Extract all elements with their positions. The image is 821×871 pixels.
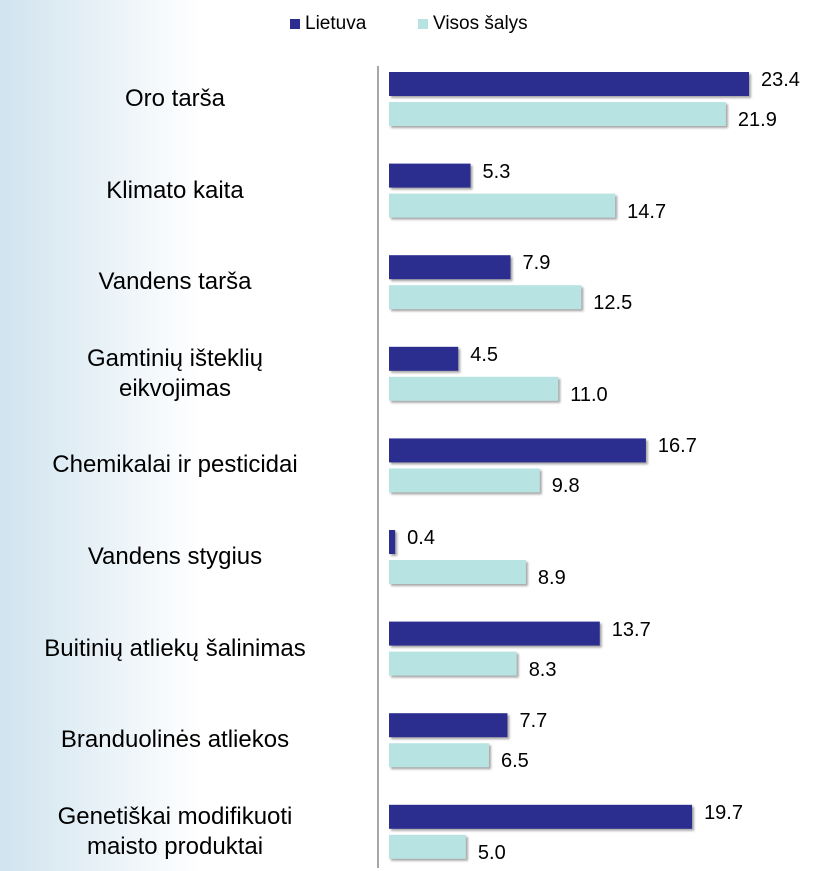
value-label: 9.8 bbox=[547, 475, 584, 498]
value-label: 5.3 bbox=[478, 160, 515, 183]
value-label: 0.4 bbox=[403, 527, 439, 549]
bar bbox=[389, 102, 726, 126]
bar bbox=[389, 834, 466, 859]
category-label: Gamtinių išteklių eikvojimas bbox=[86, 344, 264, 402]
bar bbox=[389, 346, 459, 371]
legend-label: Visos šalys bbox=[433, 13, 528, 34]
background bbox=[0, 0, 200, 871]
value-label: 13.7 bbox=[607, 618, 655, 641]
bar bbox=[389, 560, 526, 584]
bar bbox=[389, 468, 540, 493]
value-label: 16.7 bbox=[653, 435, 701, 458]
bar bbox=[389, 743, 489, 768]
bar bbox=[389, 438, 646, 463]
value-label: 6.5 bbox=[497, 750, 533, 773]
category-label: Vandens tarša bbox=[98, 268, 252, 296]
bar bbox=[389, 376, 559, 401]
bar bbox=[389, 804, 693, 829]
value-label: 19.7 bbox=[700, 801, 747, 824]
legend-swatch bbox=[290, 19, 300, 29]
value-label: 23.4 bbox=[757, 69, 804, 91]
bar bbox=[389, 530, 396, 554]
category-label: Klimato kaita bbox=[106, 176, 244, 204]
value-label: 7.7 bbox=[515, 710, 552, 733]
category-label: Chemikalai ir pesticidai bbox=[52, 451, 298, 479]
legend-item: Lietuva bbox=[290, 13, 366, 35]
value-label: 11.0 bbox=[566, 383, 612, 406]
category-label: Vandens stygius bbox=[87, 543, 263, 570]
legend-label: Lietuva bbox=[305, 13, 367, 34]
value-label: 7.9 bbox=[518, 252, 555, 275]
value-label: 21.9 bbox=[733, 109, 781, 131]
category-label: Buitinių atliekų šalinimas bbox=[44, 634, 306, 662]
bar bbox=[389, 255, 511, 280]
value-label: 12.5 bbox=[589, 292, 637, 315]
value-label: 4.5 bbox=[466, 343, 503, 366]
value-label: 8.3 bbox=[524, 658, 561, 681]
bar bbox=[389, 72, 749, 96]
legend-swatch bbox=[418, 19, 428, 29]
legend-item: Visos šalys bbox=[418, 13, 528, 35]
bar bbox=[389, 285, 582, 310]
value-label: 8.9 bbox=[533, 567, 570, 589]
value-label: 5.0 bbox=[473, 841, 510, 864]
bar bbox=[389, 621, 600, 646]
bar bbox=[389, 651, 517, 676]
category-label: Oro tarša bbox=[124, 85, 226, 112]
category-label: Branduolinės atliekos bbox=[60, 726, 290, 754]
category-label: Genetiškai modifikuoti maisto produktai bbox=[57, 802, 293, 860]
bar bbox=[389, 193, 616, 218]
value-label: 14.7 bbox=[623, 200, 671, 223]
bar bbox=[389, 163, 471, 188]
bar bbox=[389, 713, 508, 738]
